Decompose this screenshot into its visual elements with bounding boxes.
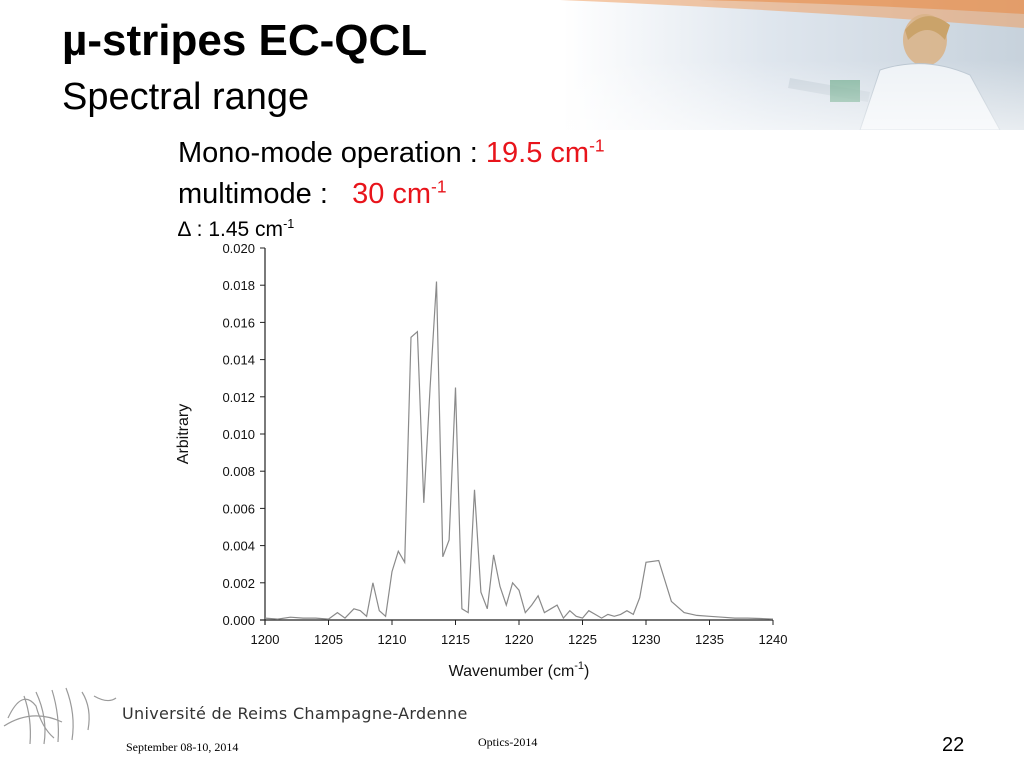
y-axis-label: Arbitrary: [175, 404, 192, 464]
multimode-value: 30 cm-1: [352, 176, 447, 210]
y-tick-label: 0.008: [222, 464, 255, 479]
x-axis-label: Wavenumber (cm-1): [449, 660, 590, 680]
y-tick-label: 0.000: [222, 613, 255, 628]
mono-mode-label: Mono-mode operation :: [178, 137, 486, 169]
y-tick-label: 0.018: [222, 278, 255, 293]
y-tick-label: 0.012: [222, 390, 255, 405]
x-tick-label: 1230: [632, 632, 661, 647]
delta-value: ∆ : 1.45 cm: [178, 218, 284, 241]
university-name: Université de Reims Champagne-Ardenne: [122, 704, 468, 723]
y-tick-label: 0.004: [222, 539, 255, 554]
x-tick-label: 1235: [695, 632, 724, 647]
mono-mode-value: 19.5 cm-1: [485, 135, 605, 169]
x-tick-label: 1210: [378, 632, 407, 647]
delta-line: ∆ : 1.45 cm-1: [178, 217, 295, 241]
footer-date: September 08-10, 2014: [126, 740, 239, 754]
y-tick-label: 0.006: [222, 501, 255, 516]
header-banner-image: [0, 0, 1024, 130]
spectrum-chart: 0.000 0.002 0.004 0.006 0.008 0.010 0.012 0.014…: [175, 241, 788, 680]
x-tick-label: 1240: [759, 632, 788, 647]
y-tick-label: 0.002: [222, 576, 255, 591]
y-tick-label: 0.014: [222, 353, 255, 368]
chart-axes: [260, 248, 773, 625]
page-number: 22: [942, 734, 965, 756]
y-ticks: 0.000 0.002 0.004 0.006 0.008 0.010 0.012 0.014…: [222, 241, 265, 628]
mono-mode-line: Mono-mode operation : 19.5 cm-1: [178, 137, 605, 170]
footer-event: Optics-2014: [478, 735, 538, 749]
x-ticks: 1200 1205 1210 1215 1220 1225 1230 1235 1240: [251, 620, 788, 647]
spectrum-series-line: [264, 281, 774, 620]
x-tick-label: 1205: [314, 632, 343, 647]
y-tick-label: 0.020: [222, 241, 255, 256]
multimode-line: multimode : 30 cm-1: [178, 178, 447, 211]
x-tick-label: 1200: [251, 632, 280, 647]
slide-title: µ-stripes EC-QCL: [62, 16, 428, 65]
university-logo-icon: [3, 687, 117, 745]
x-tick-label: 1220: [505, 632, 534, 647]
x-tick-label: 1225: [568, 632, 597, 647]
slide-subtitle: Spectral range: [62, 76, 310, 118]
multimode-label: multimode :: [178, 178, 353, 210]
y-tick-label: 0.016: [222, 315, 255, 330]
y-tick-label: 0.010: [222, 427, 255, 442]
x-tick-label: 1215: [441, 632, 470, 647]
